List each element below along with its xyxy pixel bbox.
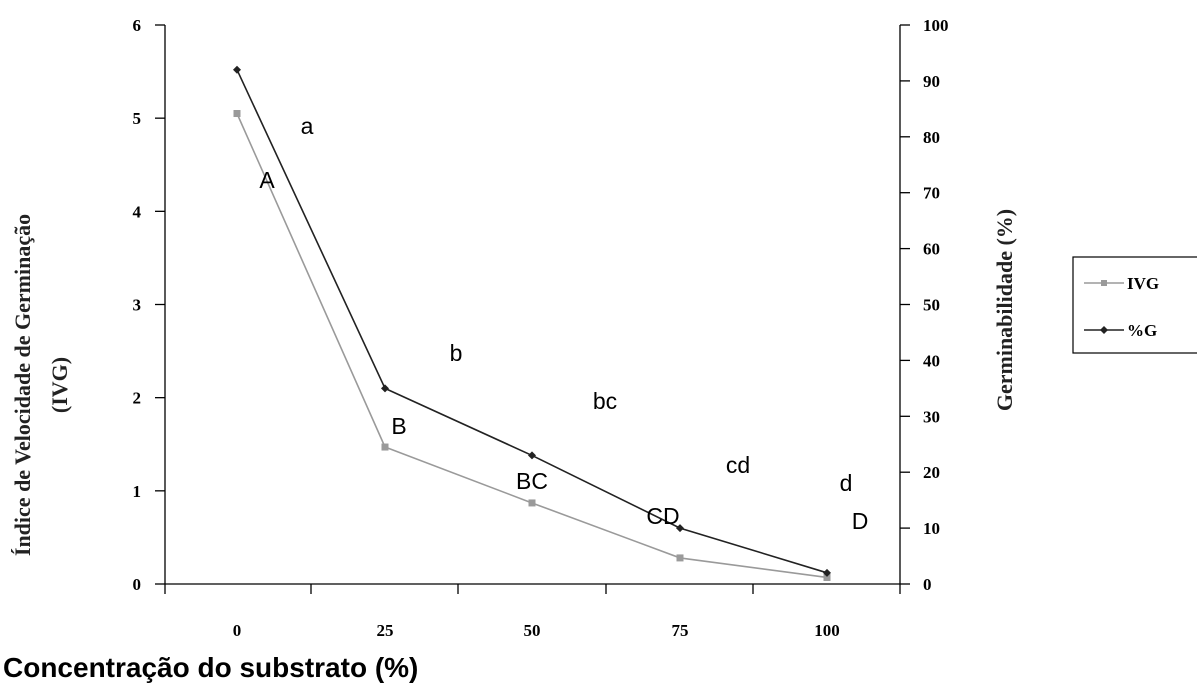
y-left-tick-label: 3 bbox=[133, 296, 142, 315]
y-left-axis-title-line2: (IVG) bbox=[47, 357, 72, 413]
ivg-letter-label: BC bbox=[516, 468, 548, 494]
g-letter-label: b bbox=[450, 340, 463, 366]
series-line-ivg bbox=[236, 113, 828, 579]
g-point bbox=[676, 524, 684, 533]
y-right-tick-label: 20 bbox=[923, 463, 940, 482]
y-left-tick-label: 0 bbox=[133, 575, 142, 594]
g-point bbox=[528, 451, 536, 460]
x-tick-label: 100 bbox=[814, 621, 840, 640]
y-right-tick-label: 50 bbox=[923, 296, 940, 315]
g-letter-label: d bbox=[840, 470, 853, 496]
x-tick-label: 75 bbox=[672, 621, 689, 640]
y-right-axis-title: Germinabilidade (%) bbox=[992, 209, 1017, 411]
ivg-point bbox=[233, 110, 241, 118]
legend-ivg-marker bbox=[1101, 280, 1107, 286]
g-letter-label: cd bbox=[726, 452, 750, 478]
series-layer bbox=[233, 65, 831, 581]
ivg-point bbox=[676, 554, 684, 562]
g-point bbox=[381, 384, 389, 393]
x-tick-label: 50 bbox=[524, 621, 541, 640]
y-right-tick-label: 80 bbox=[923, 128, 940, 147]
series-line-pctg bbox=[236, 69, 828, 574]
y-left-tick-label: 2 bbox=[133, 389, 142, 408]
ivg-point bbox=[381, 443, 389, 451]
x-tick-label: 25 bbox=[377, 621, 394, 640]
g-letter-label: bc bbox=[593, 388, 617, 414]
legend-g-label: %G bbox=[1127, 321, 1157, 340]
y-right-tick-label: 100 bbox=[923, 16, 949, 35]
ivg-letter-label: D bbox=[852, 508, 869, 534]
ivg-point bbox=[823, 573, 831, 581]
x-tick-label: 0 bbox=[233, 621, 242, 640]
ivg-letter-label: CD bbox=[646, 503, 679, 529]
y-left-tick-label: 5 bbox=[133, 109, 142, 128]
y-left-tick-label: 6 bbox=[133, 16, 142, 35]
annotation-layer: A B BC CD Da b bc cd d bbox=[259, 113, 868, 534]
y-left-axis-title-line1: Índice de Velocidade de Germinação bbox=[10, 214, 35, 556]
ivg-letter-label: B bbox=[391, 413, 406, 439]
ivg-letter-label: A bbox=[259, 167, 275, 193]
g-point bbox=[233, 65, 241, 74]
y-right-tick-label: 0 bbox=[923, 575, 932, 594]
y-right-tick-label: 40 bbox=[923, 351, 940, 370]
ivg-point bbox=[528, 499, 536, 507]
g-point bbox=[823, 568, 831, 577]
y-left-tick-label: 1 bbox=[133, 482, 142, 501]
x-axis-title: Concentração do substrato (%) bbox=[3, 652, 419, 683]
legend: IVG %G bbox=[1072, 256, 1197, 354]
y-right-tick-label: 90 bbox=[923, 72, 940, 91]
legend-ivg-label: IVG bbox=[1127, 274, 1159, 293]
legend-g-marker bbox=[1100, 326, 1108, 334]
y-right-tick-label: 60 bbox=[923, 240, 940, 259]
y-right-tick-label: 30 bbox=[923, 407, 940, 426]
y-left-tick-label: 4 bbox=[133, 202, 142, 221]
g-letter-label: a bbox=[301, 113, 314, 139]
y-right-tick-label: 10 bbox=[923, 519, 940, 538]
legend-box bbox=[1072, 256, 1197, 354]
y-right-tick-label: 70 bbox=[923, 184, 940, 203]
